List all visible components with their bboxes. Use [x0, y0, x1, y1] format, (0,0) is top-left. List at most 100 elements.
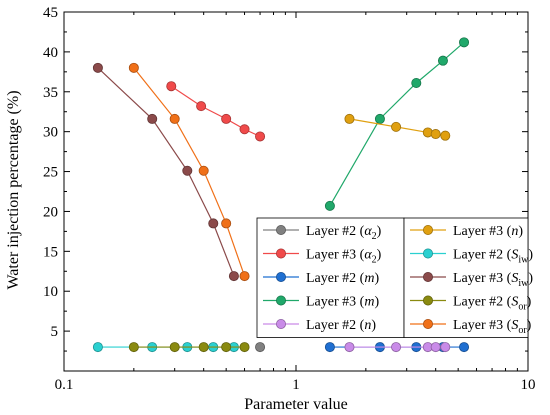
legend-label-main: Layer #2 (: [306, 271, 365, 286]
legend-label-subscript: iw: [518, 255, 529, 266]
series-3: [324, 37, 470, 211]
x-tick-label: 10: [521, 377, 536, 393]
data-point: [221, 218, 232, 229]
legend-label-symbol: S: [511, 248, 518, 263]
data-point: [221, 113, 232, 124]
series-8: [128, 342, 250, 353]
axes: 5 10 15 20 25 30 35 40 45 0.1 1 10: [43, 5, 536, 393]
legend-item: Layer #2 (Siw): [410, 248, 533, 266]
x-tick-label: 1: [292, 377, 300, 393]
legend-item: Layer #3 (n): [410, 224, 523, 239]
data-point: [440, 342, 451, 353]
x-tick-label: 0.1: [55, 377, 74, 393]
data-point: [198, 165, 209, 176]
legend-label-symbol: α: [364, 248, 372, 263]
series-5: [344, 113, 451, 141]
legend-label-subscript: or: [518, 325, 527, 336]
y-tick-label: 10: [43, 284, 58, 300]
legend-label: Layer #2 (n): [306, 318, 376, 333]
series-7: [92, 62, 239, 282]
data-point: [374, 113, 385, 124]
data-point: [169, 342, 180, 353]
data-point: [437, 55, 448, 66]
legend-label-main: Layer #3 (: [453, 271, 512, 286]
legend-label-symbol: α: [364, 224, 372, 239]
legend-label-subscript: 2: [372, 255, 377, 266]
data-point: [430, 129, 441, 140]
legend-label-main: Layer #3 (: [306, 248, 365, 263]
data-point: [198, 342, 209, 353]
legend-marker: [422, 271, 433, 282]
legend-label-end: ): [374, 271, 379, 286]
legend-label-end: ): [527, 295, 532, 310]
data-point: [440, 130, 451, 141]
legend-item: Layer #3 (m): [263, 295, 379, 310]
legend-label-end: ): [518, 224, 523, 239]
data-point: [196, 101, 207, 112]
legend-label-main: Layer #2 (: [453, 295, 512, 310]
legend-item: Layer #2 (Sor): [410, 295, 532, 313]
data-point: [459, 37, 470, 48]
legend-label-main: Layer #2 (: [306, 318, 365, 333]
data-point: [228, 271, 239, 282]
legend-label-symbol: S: [511, 318, 518, 333]
legend-item: Layer #2 (α2): [263, 224, 382, 242]
y-tick-label: 45: [43, 5, 58, 21]
legend-label: Layer #2 (α2): [306, 224, 382, 242]
data-point: [92, 342, 103, 353]
legend-label-subscript: 2: [372, 231, 377, 242]
legend-label: Layer #3 (Sor): [453, 318, 532, 336]
legend-label: Layer #2 (m): [306, 271, 379, 286]
legend-label-main: Layer #2 (: [306, 224, 365, 239]
legend-label: Layer #3 (m): [306, 295, 379, 310]
data-point: [344, 113, 355, 124]
legend: Layer #2 (α2)Layer #3 (α2)Layer #2 (m)La…: [256, 217, 533, 338]
data-point: [344, 342, 355, 353]
data-point: [169, 113, 180, 124]
legend-item: Layer #3 (Siw): [410, 271, 533, 289]
legend-label-symbol: S: [511, 271, 518, 286]
legend-label: Layer #2 (Siw): [453, 248, 533, 266]
legend-marker: [422, 318, 433, 329]
data-point: [255, 342, 266, 353]
y-tick-label: 40: [43, 45, 58, 61]
legend-label-end: ): [374, 295, 379, 310]
legend-item: Layer #2 (n): [263, 318, 376, 333]
legend-label-end: ): [528, 271, 533, 286]
legend-label-subscript: iw: [518, 278, 529, 289]
y-tick-label: 20: [43, 204, 58, 220]
data-point: [391, 342, 402, 353]
series-9: [128, 62, 250, 282]
data-point: [391, 121, 402, 132]
legend-marker: [275, 248, 286, 259]
legend-label-end: ): [528, 248, 533, 263]
x-axis-label: Parameter value: [244, 396, 348, 413]
y-tick-label: 35: [43, 85, 58, 101]
series-line: [97, 67, 235, 277]
legend-label: Layer #3 (Siw): [453, 271, 533, 289]
data-point: [182, 165, 193, 176]
legend-label-symbol: S: [511, 295, 518, 310]
series-1: [166, 81, 266, 142]
data-point: [166, 81, 177, 92]
data-point: [128, 342, 139, 353]
series-0: [255, 342, 266, 353]
legend-marker: [275, 224, 286, 235]
legend-label: Layer #2 (Sor): [453, 295, 532, 313]
data-point: [208, 218, 219, 229]
y-tick-label: 5: [51, 324, 59, 340]
legend-marker: [275, 271, 286, 282]
data-point: [411, 78, 422, 89]
legend-label-end: ): [377, 224, 382, 239]
legend-label-symbol: m: [364, 295, 374, 310]
y-tick-label: 25: [43, 165, 58, 181]
data-point: [239, 271, 250, 282]
legend-label-end: ): [371, 318, 376, 333]
data-point: [324, 200, 335, 211]
data-point: [324, 342, 335, 353]
legend-label-symbol: n: [364, 318, 371, 333]
legend-label-main: Layer #3 (: [453, 224, 512, 239]
legend-marker: [275, 318, 286, 329]
data-point: [221, 342, 232, 353]
